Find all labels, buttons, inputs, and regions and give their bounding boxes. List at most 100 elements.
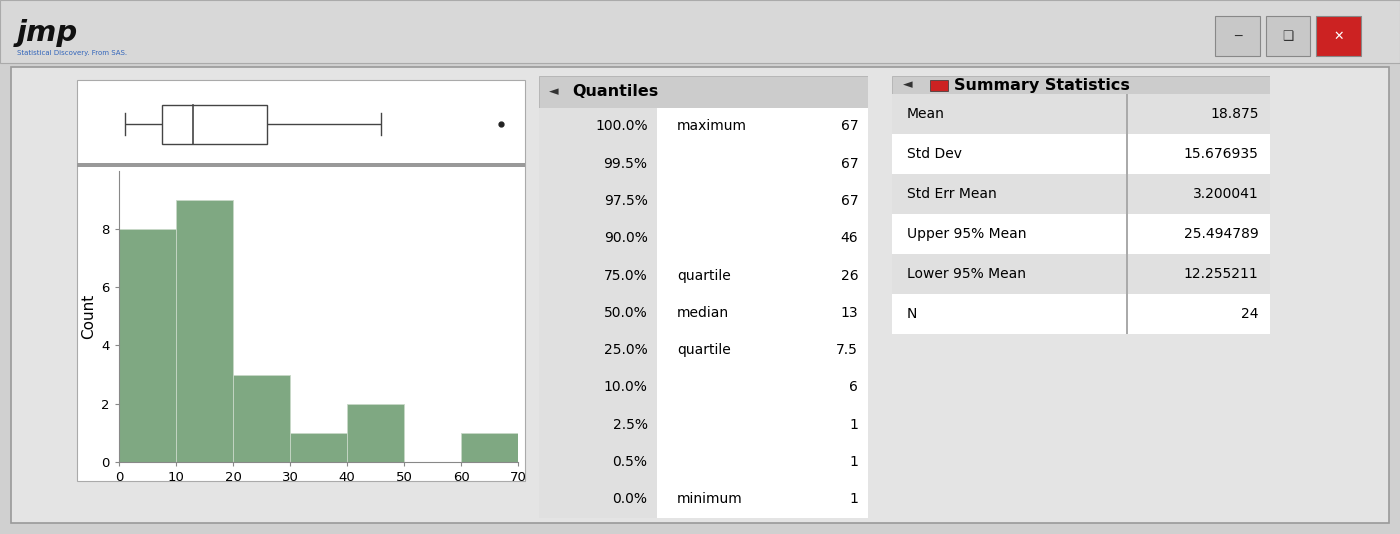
Bar — [892, 214, 1270, 254]
Text: minimum: minimum — [678, 492, 743, 506]
Text: 97.5%: 97.5% — [603, 194, 648, 208]
Bar — [892, 76, 1270, 95]
Bar — [539, 369, 658, 406]
Text: Statistical Discovery. From SAS.: Statistical Discovery. From SAS. — [17, 50, 127, 57]
Bar — [539, 219, 658, 257]
Text: 18.875: 18.875 — [1210, 107, 1259, 121]
Bar — [658, 332, 868, 369]
Text: 6: 6 — [850, 380, 858, 395]
Bar — [176, 200, 232, 462]
Bar — [77, 80, 525, 481]
Bar — [658, 108, 868, 145]
Bar — [539, 332, 658, 369]
Text: 100.0%: 100.0% — [595, 119, 648, 134]
Bar — [1126, 254, 1128, 294]
Text: 3.200041: 3.200041 — [1193, 187, 1259, 201]
Text: 7.5: 7.5 — [836, 343, 858, 357]
Bar — [1266, 16, 1310, 56]
Text: 99.5%: 99.5% — [603, 156, 648, 171]
Bar — [658, 443, 868, 481]
Bar — [892, 134, 1270, 174]
Bar — [539, 406, 658, 443]
Text: 15.676935: 15.676935 — [1183, 147, 1259, 161]
Text: Summary Statistics: Summary Statistics — [955, 77, 1130, 92]
Text: quartile: quartile — [678, 269, 731, 282]
Bar — [539, 443, 658, 481]
Y-axis label: Count: Count — [81, 294, 97, 339]
Bar — [0, 0, 1400, 63]
Text: 1: 1 — [850, 455, 858, 469]
Bar — [658, 369, 868, 406]
Text: median: median — [678, 306, 729, 320]
Bar — [1215, 16, 1260, 56]
Text: 24: 24 — [1240, 307, 1259, 321]
Text: 25.494789: 25.494789 — [1184, 227, 1259, 241]
Text: Quantiles: Quantiles — [571, 84, 658, 99]
Text: ◄: ◄ — [903, 78, 913, 92]
Bar — [658, 257, 868, 294]
Bar — [1126, 294, 1128, 334]
Text: 2.5%: 2.5% — [613, 418, 648, 431]
Text: 67: 67 — [840, 119, 858, 134]
Text: Std Dev: Std Dev — [907, 147, 962, 161]
Text: quartile: quartile — [678, 343, 731, 357]
Text: 90.0%: 90.0% — [603, 231, 648, 245]
Bar — [892, 294, 1270, 334]
Bar — [461, 433, 518, 462]
Text: 75.0%: 75.0% — [603, 269, 648, 282]
Text: 0.5%: 0.5% — [613, 455, 648, 469]
Bar — [539, 145, 658, 182]
Bar — [539, 76, 868, 108]
Text: 0.0%: 0.0% — [613, 492, 648, 506]
Bar — [539, 182, 658, 219]
Bar — [658, 219, 868, 257]
Text: ─: ─ — [1233, 29, 1242, 43]
Text: 12.255211: 12.255211 — [1184, 267, 1259, 281]
Text: 25.0%: 25.0% — [603, 343, 648, 357]
Text: ◄: ◄ — [549, 85, 559, 98]
Text: 1: 1 — [850, 418, 858, 431]
Text: N: N — [907, 307, 917, 321]
Bar — [1316, 16, 1361, 56]
Bar — [119, 229, 176, 462]
Bar — [892, 254, 1270, 294]
Bar — [1126, 174, 1128, 214]
Text: Std Err Mean: Std Err Mean — [907, 187, 997, 201]
Text: Upper 95% Mean: Upper 95% Mean — [907, 227, 1026, 241]
Text: 26: 26 — [840, 269, 858, 282]
Text: Mean: Mean — [907, 107, 945, 121]
Bar — [658, 481, 868, 518]
Bar — [658, 406, 868, 443]
Text: maximum: maximum — [678, 119, 748, 134]
Text: 67: 67 — [840, 194, 858, 208]
Bar — [1126, 95, 1128, 134]
Text: 13: 13 — [840, 306, 858, 320]
Bar — [658, 182, 868, 219]
Bar — [658, 294, 868, 332]
Bar — [539, 108, 658, 145]
Bar — [892, 95, 1270, 134]
Bar — [658, 145, 868, 182]
Bar — [11, 67, 1389, 523]
Text: 46: 46 — [840, 231, 858, 245]
Text: Lower 95% Mean: Lower 95% Mean — [907, 267, 1026, 281]
Text: 67: 67 — [840, 156, 858, 171]
Bar — [892, 174, 1270, 214]
Bar — [290, 433, 347, 462]
Bar — [539, 481, 658, 518]
Bar — [232, 375, 290, 462]
Text: 10.0%: 10.0% — [603, 380, 648, 395]
Bar — [77, 163, 525, 167]
Bar — [930, 80, 948, 91]
Bar — [1126, 134, 1128, 174]
Text: ✕: ✕ — [1333, 29, 1344, 43]
Text: ❑: ❑ — [1282, 29, 1294, 43]
Text: 50.0%: 50.0% — [603, 306, 648, 320]
Text: 1: 1 — [850, 492, 858, 506]
Bar — [347, 404, 405, 462]
Bar — [1126, 214, 1128, 254]
Text: jmp: jmp — [17, 19, 78, 47]
Bar — [539, 294, 658, 332]
Bar — [539, 257, 658, 294]
Bar — [162, 105, 267, 144]
